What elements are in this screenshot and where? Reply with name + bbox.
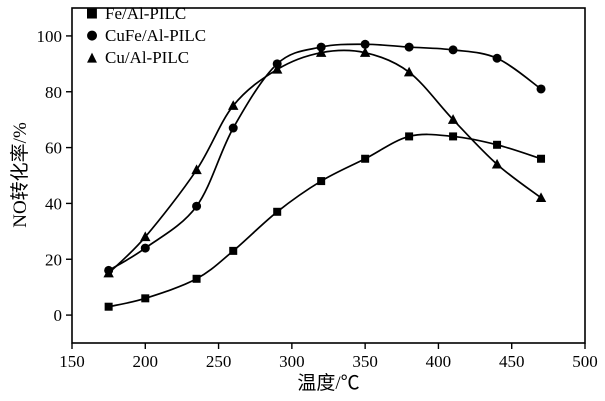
legend-label-cufe-al-pilc: CuFe/Al-PILC (105, 26, 207, 45)
legend-item-cu-al-pilc: ▲ Cu/Al-PILC (84, 47, 206, 69)
svg-text:60: 60 (45, 139, 62, 158)
svg-text:300: 300 (279, 352, 305, 371)
svg-text:0: 0 (54, 306, 63, 325)
chart-legend: ■ Fe/Al-PILC ● CuFe/Al-PILC ▲ Cu/Al-PILC (84, 3, 206, 69)
legend-item-fe-al-pilc: ■ Fe/Al-PILC (84, 3, 206, 25)
triangle-marker-icon: ▲ (87, 50, 97, 65)
svg-text:500: 500 (572, 352, 598, 371)
legend-label-fe-al-pilc: Fe/Al-PILC (105, 4, 187, 23)
svg-text:200: 200 (133, 352, 159, 371)
svg-text:80: 80 (45, 83, 62, 102)
x-axis-label: 温度/℃ (297, 373, 360, 394)
y-axis-label: NO转化率/% (10, 122, 31, 228)
legend-item-cufe-al-pilc: ● CuFe/Al-PILC (84, 25, 206, 47)
svg-text:450: 450 (499, 352, 525, 371)
svg-text:20: 20 (45, 250, 62, 269)
svg-text:350: 350 (352, 352, 378, 371)
svg-text:40: 40 (45, 194, 62, 213)
svg-text:150: 150 (59, 352, 85, 371)
svg-text:250: 250 (206, 352, 232, 371)
svg-text:100: 100 (37, 27, 63, 46)
square-marker-icon: ■ (85, 6, 99, 21)
circle-marker-icon: ● (86, 28, 98, 43)
svg-text:400: 400 (426, 352, 452, 371)
legend-label-cu-al-pilc: Cu/Al-PILC (105, 48, 190, 67)
